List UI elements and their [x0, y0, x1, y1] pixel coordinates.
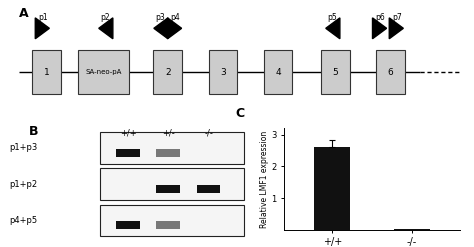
Text: p5: p5: [327, 13, 337, 22]
Bar: [156, 221, 180, 229]
Bar: [100, 205, 244, 236]
Polygon shape: [35, 18, 49, 39]
Bar: [314, 147, 350, 230]
Bar: [154, 50, 182, 95]
Text: -/-: -/-: [204, 128, 213, 137]
Text: 2: 2: [165, 68, 171, 77]
Polygon shape: [373, 18, 387, 39]
Bar: [116, 221, 140, 229]
Polygon shape: [326, 18, 340, 39]
Text: 4: 4: [275, 68, 281, 77]
Bar: [32, 50, 61, 95]
Bar: [209, 50, 237, 95]
Bar: [116, 148, 140, 157]
Text: p7: p7: [392, 13, 402, 22]
Bar: [197, 185, 220, 193]
Bar: [100, 132, 244, 164]
Text: 6: 6: [387, 68, 393, 77]
Text: p6: p6: [375, 13, 385, 22]
Bar: [321, 50, 350, 95]
Polygon shape: [154, 18, 168, 39]
Text: p1+p3: p1+p3: [9, 143, 38, 152]
Text: p2: p2: [100, 13, 110, 22]
Bar: [376, 50, 405, 95]
Text: p4+p5: p4+p5: [9, 216, 37, 225]
Bar: [100, 168, 244, 200]
Polygon shape: [389, 18, 403, 39]
Bar: [156, 148, 180, 157]
Text: SA-neo-pA: SA-neo-pA: [86, 69, 122, 75]
Bar: [264, 50, 292, 95]
Text: A: A: [19, 7, 28, 21]
Text: 5: 5: [332, 68, 338, 77]
Bar: [156, 185, 180, 193]
Text: p1: p1: [38, 13, 48, 22]
Text: +/+: +/+: [119, 128, 137, 137]
Text: p1+p2: p1+p2: [9, 180, 37, 189]
Text: 1: 1: [44, 68, 49, 77]
Text: B: B: [28, 125, 38, 138]
Bar: [394, 229, 430, 230]
Text: C: C: [235, 107, 245, 120]
Polygon shape: [99, 18, 113, 39]
Text: +/-: +/-: [162, 128, 174, 137]
Polygon shape: [167, 18, 182, 39]
Text: 3: 3: [220, 68, 226, 77]
Bar: [79, 50, 129, 95]
Text: p4: p4: [171, 13, 180, 22]
Y-axis label: Relative LMF1 expression: Relative LMF1 expression: [260, 130, 269, 228]
Text: p3: p3: [155, 13, 165, 22]
